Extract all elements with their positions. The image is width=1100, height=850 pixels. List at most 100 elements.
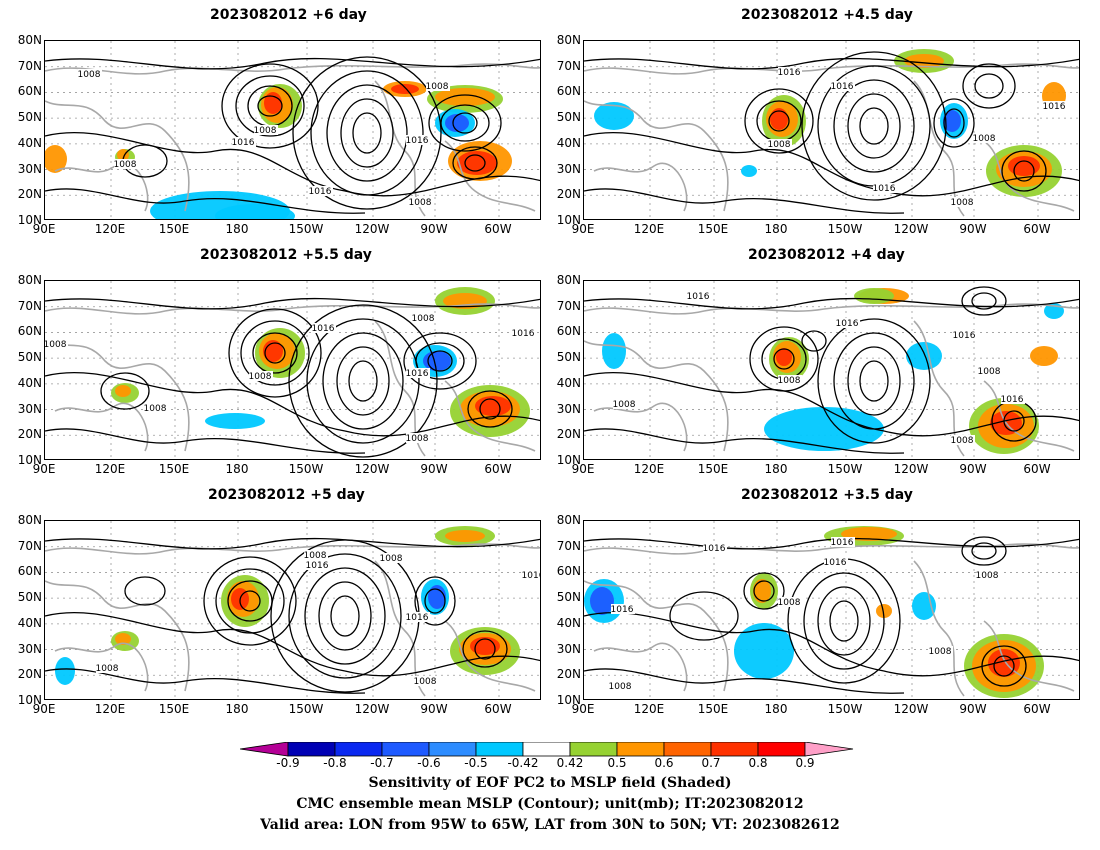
map-panel: 1016 1016 1008 1016 1008 1016 1008 1008 [583, 280, 1080, 460]
sensitivity-shading [590, 587, 614, 615]
coastline [584, 303, 1079, 315]
latitude-label: 10N [17, 213, 42, 227]
mslp-contour [584, 131, 1079, 197]
coastline [983, 140, 1075, 212]
sensitivity-shading [602, 333, 626, 369]
latitude-label: 50N [17, 590, 42, 605]
mslp-contour [257, 95, 283, 117]
contour-label-bg [45, 339, 68, 349]
sensitivity-shading [876, 604, 892, 618]
longitude-label: 90W [959, 702, 987, 716]
latitude-label: 20N [556, 187, 581, 202]
longitude-label: 150E [697, 702, 729, 716]
latitude-label: 60N [556, 564, 581, 579]
contour-label-bg [380, 553, 404, 563]
latitude-label: 70N [17, 58, 42, 73]
coastline [983, 620, 1075, 692]
mslp-contour [961, 286, 1007, 316]
longitude-label: 120W [893, 702, 929, 716]
longitude-label: 180 [764, 222, 788, 236]
longitude-label: 60W [1023, 702, 1051, 716]
mslp-contour [45, 537, 540, 550]
longitude-label: 180 [225, 702, 249, 716]
mslp-contour [428, 94, 502, 152]
mslp-contour [424, 588, 446, 614]
colorbar-tick-label: 0.6 [654, 756, 674, 770]
contour-label-bg [309, 186, 333, 196]
coastline [444, 380, 536, 452]
longitude-label: 120W [893, 222, 929, 236]
mslp-contour [340, 98, 394, 168]
longitude-label: 150W [288, 702, 324, 716]
sensitivity-shading [943, 110, 961, 132]
longitude-label: 150W [827, 222, 863, 236]
mslp-contour [669, 591, 739, 641]
longitude-label: 150E [158, 702, 190, 716]
mslp-contour [348, 360, 378, 402]
contour-label-bg [953, 330, 977, 340]
latitude-label: 40N [17, 135, 42, 150]
contour-label-bg [512, 328, 536, 338]
latitude-label: 80N [17, 273, 42, 287]
colorbar-tick-label: 0.7 [701, 756, 721, 770]
latitude-label: 80N [17, 33, 42, 47]
contour-label-bg [1043, 101, 1067, 111]
sensitivity-shading [45, 145, 67, 173]
colorbar [240, 742, 854, 757]
latitude-label: 30N [556, 161, 581, 176]
mslp-contour [768, 110, 790, 132]
coastline [54, 162, 149, 212]
contour-label-bg [412, 313, 436, 323]
contour-label-bg [406, 612, 430, 622]
mslp-contour [773, 348, 795, 370]
contour-label-bg [951, 435, 975, 445]
contour-label: 1016 [306, 561, 329, 571]
mslp-contour [306, 318, 420, 444]
contour-label: 1008 [778, 598, 801, 608]
mslp-contour [326, 84, 408, 182]
contour-label-bg [409, 197, 433, 207]
latitude-label: 30N [556, 641, 581, 656]
mslp-contour [45, 428, 366, 454]
contour-label-bg [232, 137, 256, 147]
contour-label: 1008 [144, 404, 167, 414]
sensitivity-shading [264, 92, 282, 114]
contour-label: 1016 [406, 369, 429, 379]
contour-label-bg [778, 67, 802, 77]
latitude-label: 70N [556, 538, 581, 553]
coastline [54, 642, 149, 692]
mslp-contour [440, 104, 490, 142]
mslp-contour [45, 131, 540, 197]
longitude-label: 90E [571, 702, 595, 716]
mslp-contour [993, 655, 1015, 677]
latitude-label: 60N [556, 84, 581, 99]
colorbar-tick-label: -0.6 [417, 756, 441, 770]
colorbar-segment [334, 742, 383, 757]
longitude-label: 90W [420, 462, 448, 476]
latitude-label: 30N [17, 401, 42, 416]
latitude-label: 30N [556, 401, 581, 416]
mslp-contour [479, 398, 501, 420]
contour-label: 1008 [973, 134, 996, 144]
latitude-label: 10N [556, 213, 581, 227]
panel-title: 2023082012 +5.5 day [200, 247, 372, 263]
contour-label: 1008 [254, 126, 277, 136]
longitude-label: 120E [94, 702, 126, 716]
longitude-label: 150E [697, 222, 729, 236]
sensitivity-shading [594, 102, 634, 130]
longitude-label: 90E [571, 462, 595, 476]
mslp-contour [462, 630, 508, 668]
contour-label-bg [973, 133, 997, 143]
mslp-contour [1013, 160, 1035, 182]
mslp-contour [288, 553, 402, 679]
mslp-contour [584, 297, 1079, 310]
contour-label-bg [831, 81, 855, 91]
longitude-label: 60W [1023, 222, 1051, 236]
colorbar-tick-label: 0.42 [556, 756, 584, 770]
contour-label-bg [768, 139, 792, 149]
mslp-contour [203, 556, 297, 646]
latitude-label: 10N [556, 693, 581, 707]
longitude-label: 120W [354, 222, 390, 236]
mslp-contour [859, 107, 889, 145]
latitude-label: 20N [556, 667, 581, 682]
